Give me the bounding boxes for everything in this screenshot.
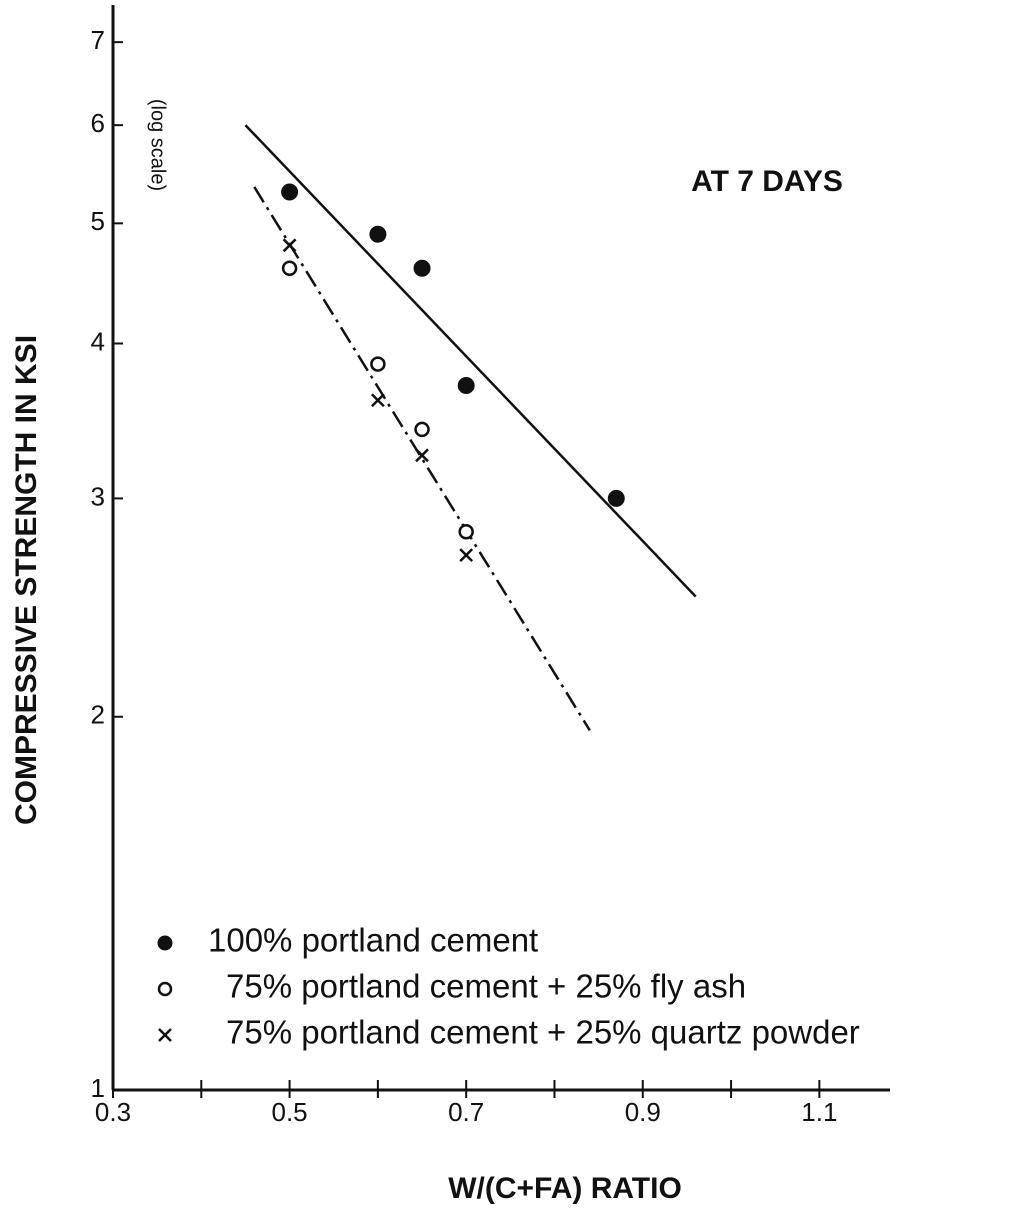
point	[459, 548, 474, 563]
y-tick-label: 7	[91, 25, 105, 55]
legend-marker	[157, 981, 173, 997]
point	[281, 183, 299, 201]
y-tick-label: 3	[91, 481, 105, 511]
x-tick-label: 0.3	[95, 1097, 131, 1127]
point	[369, 225, 387, 243]
y-tick-label: 1	[91, 1073, 105, 1103]
y-tick-label: 6	[91, 108, 105, 138]
legend-marker	[158, 1028, 172, 1042]
legend-label: 75% portland cement + 25% quartz powder	[226, 1014, 860, 1051]
annotation: AT 7 DAYS	[691, 165, 843, 198]
x-tick-label: 0.9	[625, 1097, 661, 1127]
point	[414, 421, 430, 438]
point	[282, 238, 297, 253]
legend-label: 100% portland cement	[208, 922, 538, 959]
x-tick-label: 0.5	[272, 1097, 308, 1127]
y-tick-label: 5	[91, 206, 105, 236]
point	[415, 448, 429, 463]
y-axis-label: COMPRESSIVE STRENGTH IN KSI	[10, 335, 43, 825]
trend-line	[253, 186, 591, 732]
point	[370, 356, 386, 372]
point	[371, 393, 385, 408]
point	[458, 523, 474, 540]
legend-label: 75% portland cement + 25% fly ash	[226, 968, 746, 1005]
y-tick-label: 4	[91, 326, 105, 356]
y-tick-label: 2	[91, 700, 105, 730]
x-tick-label: 1.1	[801, 1097, 837, 1127]
point	[413, 259, 431, 277]
y-scale-note: (log scale)	[147, 99, 169, 191]
x-axis-label: W/(C+FA) RATIO	[448, 1172, 682, 1205]
point	[281, 260, 298, 276]
trend-line	[244, 124, 697, 598]
point	[457, 376, 475, 394]
legend-marker	[157, 935, 173, 951]
x-tick-label: 0.7	[448, 1097, 484, 1127]
point	[607, 489, 625, 507]
